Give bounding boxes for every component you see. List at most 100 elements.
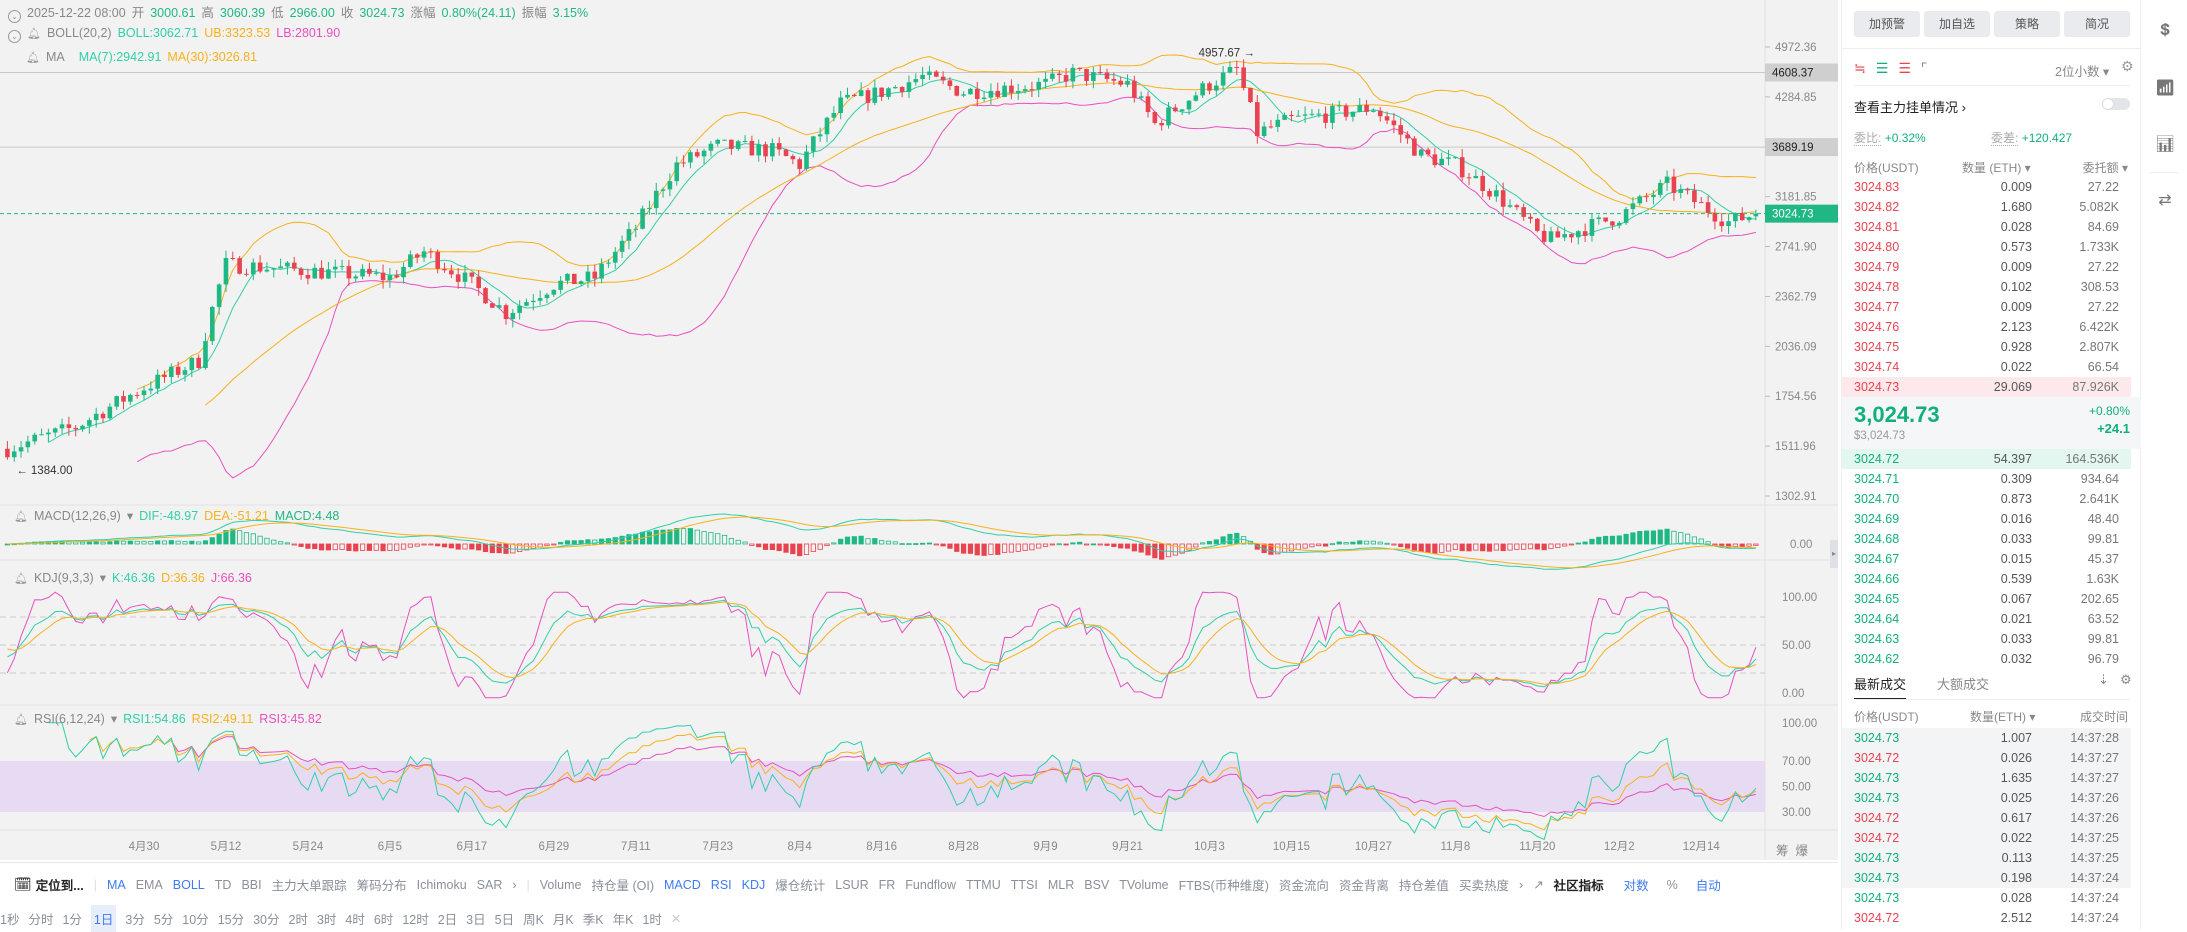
interval-14[interactable]: 2日: [437, 913, 458, 927]
bell-icon[interactable]: 🔔︎: [14, 714, 28, 726]
main-orders-toggle[interactable]: [2102, 98, 2130, 110]
ask-row[interactable]: 3024.79 0.009 27.22: [1842, 257, 2131, 277]
bid-row[interactable]: 3024.67 0.015 45.37: [1842, 549, 2131, 569]
percent-scale-button[interactable]: %: [1666, 877, 1678, 892]
panel-button-1[interactable]: 加自选: [1924, 11, 1990, 37]
interval-20[interactable]: 年K: [612, 913, 634, 927]
sub-indicator-5[interactable]: 爆仓统计: [775, 879, 826, 893]
main-indicator-3[interactable]: TD: [214, 877, 232, 892]
bar-chart-icon[interactable]: 📊︎: [2155, 136, 2176, 153]
sub-indicator-6[interactable]: LSUR: [835, 877, 869, 892]
ask-row[interactable]: 3024.73 29.069 87.926K: [1842, 377, 2131, 397]
sub-indicator-1[interactable]: 持仓量 (OI): [591, 879, 654, 893]
col-qty[interactable]: 数量 (ETH) ▾: [1962, 161, 2031, 175]
sub-indicator-11[interactable]: MLR: [1047, 877, 1075, 892]
sub-indicator-9[interactable]: TTMU: [966, 877, 1001, 892]
ask-row[interactable]: 3024.81 0.028 84.69: [1842, 217, 2131, 237]
main-indicator-0[interactable]: MA: [106, 877, 126, 892]
precision-select[interactable]: 2位小数 ▾: [2055, 65, 2110, 79]
interval-2[interactable]: 1分: [62, 913, 82, 927]
bid-row[interactable]: 3024.72 54.397 164.536K: [1842, 449, 2131, 469]
interval-13[interactable]: 12时: [402, 913, 429, 927]
chart-trend-icon[interactable]: 📶︎: [2155, 80, 2176, 97]
interval-16[interactable]: 5日: [494, 913, 515, 927]
bell-icon[interactable]: 🔔︎: [14, 573, 28, 585]
trade-row[interactable]: 3024.72 0.026 14:37:27: [1842, 748, 2131, 768]
external-link-icon[interactable]: ↗: [1533, 878, 1544, 892]
bid-row[interactable]: 3024.71 0.309 934.64: [1842, 469, 2131, 489]
tab-latest-trades[interactable]: 最新成交: [1854, 674, 1907, 700]
trade-row[interactable]: 3024.73 0.028 14:37:24: [1842, 888, 2131, 908]
main-orders-link[interactable]: 查看主力挂单情况 ›: [1854, 100, 1966, 115]
ask-row[interactable]: 3024.82 1.680 5.082K: [1842, 197, 2131, 217]
sub-indicator-8[interactable]: Fundflow: [905, 877, 957, 892]
interval-10[interactable]: 3时: [316, 913, 337, 927]
book-expand-icon[interactable]: ⌜: [1920, 60, 1938, 76]
main-indicator-5[interactable]: 主力大单跟踪: [271, 879, 347, 893]
sub-indicator-15[interactable]: 资金流向: [1278, 879, 1329, 893]
bid-row[interactable]: 3024.64 0.021 63.52: [1842, 609, 2131, 629]
book-asks-icon[interactable]: ☰: [1898, 60, 1921, 76]
interval-12[interactable]: 6时: [373, 913, 394, 927]
locate-button[interactable]: 定位到...: [35, 879, 84, 893]
main-indicator-6[interactable]: 筹码分布: [356, 879, 407, 893]
trade-row[interactable]: 3024.73 1.635 14:37:27: [1842, 768, 2131, 788]
settings-icon[interactable]: ⚙: [2120, 672, 2132, 687]
macd-name[interactable]: MACD(12,26,9): [33, 509, 121, 523]
interval-15[interactable]: 3日: [466, 913, 486, 927]
ask-row[interactable]: 3024.80 0.573 1.733K: [1842, 237, 2131, 257]
interval-3[interactable]: 1日: [90, 905, 117, 932]
bid-row[interactable]: 3024.69 0.016 48.40: [1842, 509, 2131, 529]
panel-collapse-handle[interactable]: ▸: [1830, 540, 1838, 568]
auto-scale-button[interactable]: 自动: [1695, 879, 1721, 893]
sort-icon[interactable]: ⇣: [2098, 672, 2109, 687]
bid-row[interactable]: 3024.66 0.539 1.63K: [1842, 569, 2131, 589]
interval-7[interactable]: 15分: [217, 913, 245, 927]
log-scale-button[interactable]: 对数: [1623, 879, 1649, 893]
community-indicators[interactable]: 社区指标: [1553, 879, 1604, 893]
swap-icon[interactable]: ⇄: [2158, 192, 2172, 209]
interval-4[interactable]: 3分: [125, 913, 145, 927]
sub-indicator-7[interactable]: FR: [878, 877, 896, 892]
panel-button-3[interactable]: 简况: [2064, 11, 2130, 37]
bid-row[interactable]: 3024.62 0.032 96.79: [1842, 649, 2131, 669]
ask-row[interactable]: 3024.74 0.022 66.54: [1842, 357, 2131, 377]
chevron-down-icon[interactable]: ▾: [126, 509, 134, 523]
trade-row[interactable]: 3024.72 0.022 14:37:25: [1842, 828, 2131, 848]
interval-5[interactable]: 5分: [153, 913, 174, 927]
col-amount[interactable]: 委托额 ▾: [2082, 161, 2128, 175]
interval-9[interactable]: 2时: [288, 913, 308, 927]
book-both-icon[interactable]: ≒: [1854, 60, 1876, 76]
bid-row[interactable]: 3024.68 0.033 99.81: [1842, 529, 2131, 549]
interval-21[interactable]: 1时: [642, 913, 662, 927]
sub-indicator-2[interactable]: MACD: [663, 877, 701, 892]
ask-row[interactable]: 3024.77 0.009 27.22: [1842, 297, 2131, 317]
main-indicator-2[interactable]: BOLL: [172, 877, 205, 892]
ask-row[interactable]: 3024.78 0.102 308.53: [1842, 277, 2131, 297]
close-icon[interactable]: ✕: [670, 912, 682, 926]
sub-indicator-13[interactable]: TVolume: [1119, 877, 1169, 892]
interval-0[interactable]: 1秒: [0, 913, 20, 927]
kline-chart-area[interactable]: 4972.36 4284.85 3181.85 2741.90 2362.79 2036.…: [0, 0, 1838, 860]
interval-6[interactable]: 10分: [182, 913, 209, 927]
sub-indicator-3[interactable]: RSI: [710, 877, 732, 892]
main-indicator-1[interactable]: EMA: [135, 877, 163, 892]
sub-indicator-0[interactable]: Volume: [539, 877, 582, 892]
bid-row[interactable]: 3024.63 0.033 99.81: [1842, 629, 2131, 649]
settings-icon[interactable]: ⚙: [2121, 58, 2134, 74]
trade-row[interactable]: 3024.73 0.025 14:37:26: [1842, 788, 2131, 808]
trade-row[interactable]: 3024.73 0.113 14:37:25: [1842, 848, 2131, 868]
panel-button-0[interactable]: 加预警: [1854, 11, 1920, 37]
chevron-down-icon[interactable]: ▾: [110, 712, 118, 726]
boll-name[interactable]: BOLL(20,2): [46, 26, 112, 40]
trade-row[interactable]: 3024.72 2.512 14:37:24: [1842, 908, 2131, 928]
main-indicator-7[interactable]: Ichimoku: [416, 877, 467, 892]
kdj-name[interactable]: KDJ(9,3,3): [33, 571, 94, 585]
kline-chart[interactable]: 4972.36 4284.85 3181.85 2741.90 2362.79 2036.…: [0, 0, 1838, 860]
interval-11[interactable]: 4时: [345, 913, 365, 927]
interval-17[interactable]: 周K: [523, 913, 544, 927]
bid-row[interactable]: 3024.70 0.873 2.641K: [1842, 489, 2131, 509]
panel-button-2[interactable]: 策略: [1994, 11, 2060, 37]
main-indicator-8[interactable]: SAR: [476, 877, 503, 892]
ma-name[interactable]: MA: [45, 50, 65, 64]
